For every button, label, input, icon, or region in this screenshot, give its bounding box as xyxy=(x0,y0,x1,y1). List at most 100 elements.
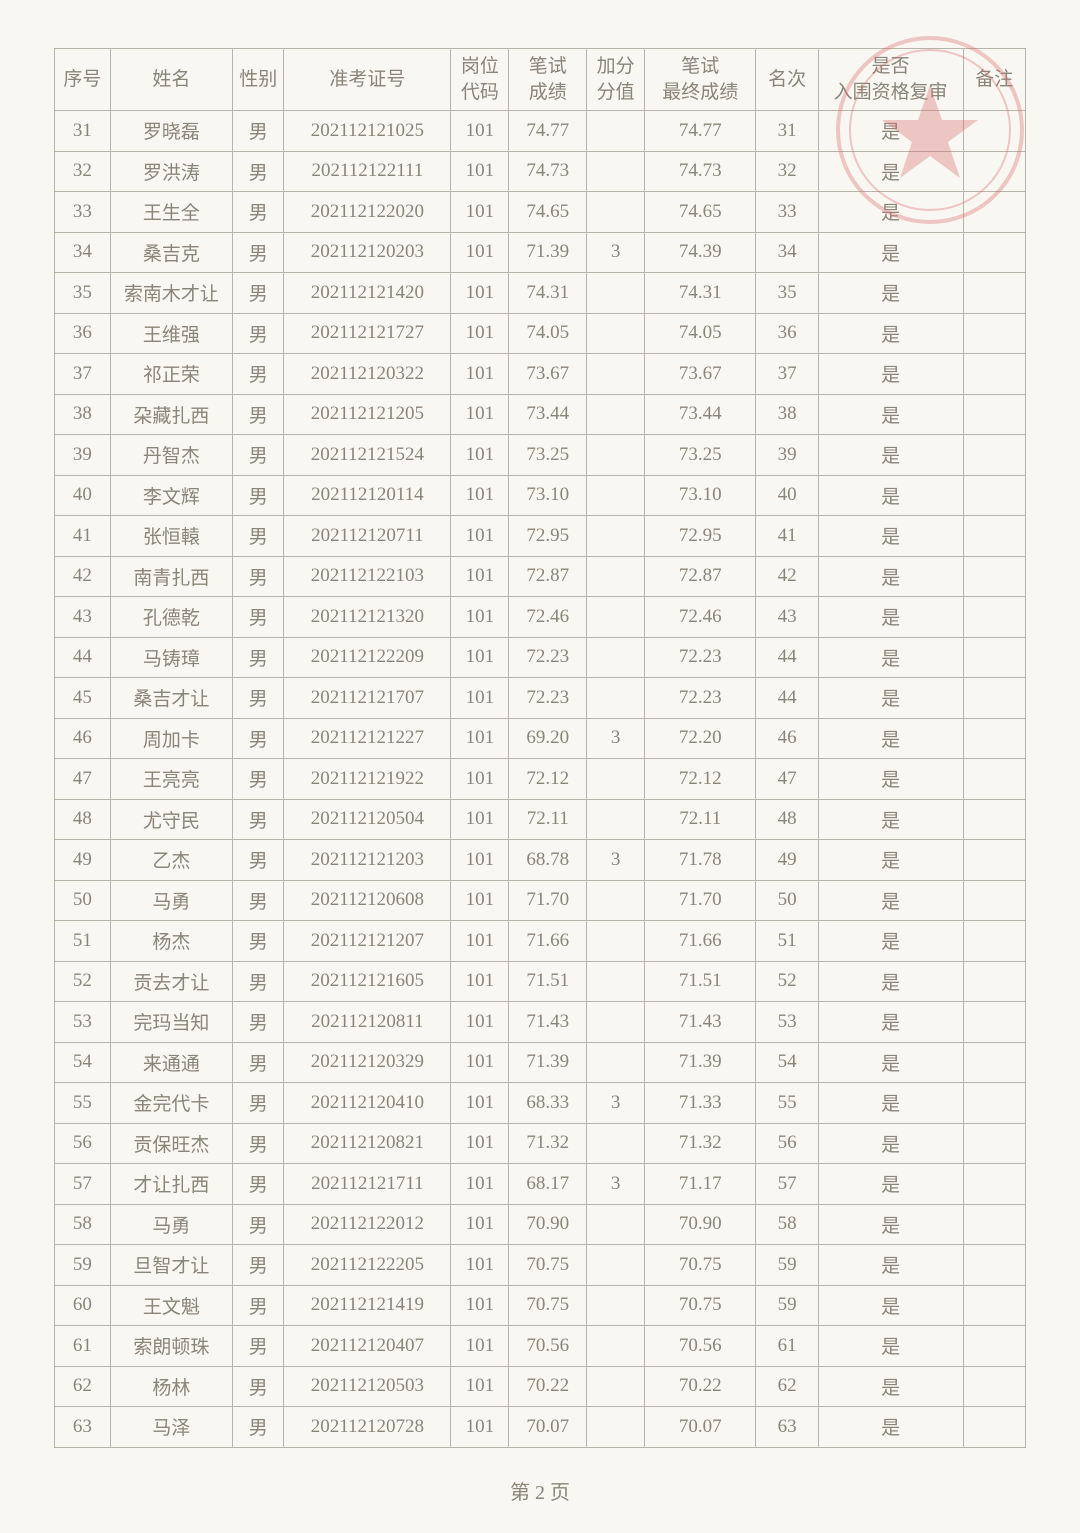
cell-id: 202112121605 xyxy=(284,961,451,1002)
col-post: 岗位代码 xyxy=(451,49,509,111)
table-row: 50马勇男20211212060810171.7071.7050是 xyxy=(55,880,1026,921)
cell-sex: 男 xyxy=(233,597,284,638)
cell-score: 70.90 xyxy=(509,1204,587,1245)
cell-seq: 41 xyxy=(55,516,111,557)
col-qual: 是否入围资格复审 xyxy=(818,49,963,111)
col-final: 笔试最终成绩 xyxy=(645,49,756,111)
cell-final: 72.20 xyxy=(645,718,756,759)
cell-rank: 63 xyxy=(756,1407,818,1448)
cell-rank: 46 xyxy=(756,718,818,759)
cell-id: 202112120504 xyxy=(284,799,451,840)
cell-note xyxy=(963,840,1025,881)
cell-seq: 38 xyxy=(55,394,111,435)
table-row: 36王维强男20211212172710174.0574.0536是 xyxy=(55,313,1026,354)
cell-rank: 40 xyxy=(756,475,818,516)
cell-bonus xyxy=(587,1285,645,1326)
table-row: 46周加卡男20211212122710169.20372.2046是 xyxy=(55,718,1026,759)
cell-name: 贡保旺杰 xyxy=(110,1123,232,1164)
cell-id: 202112121727 xyxy=(284,313,451,354)
cell-final: 72.95 xyxy=(645,516,756,557)
cell-post: 101 xyxy=(451,1083,509,1124)
cell-post: 101 xyxy=(451,516,509,557)
cell-final: 73.44 xyxy=(645,394,756,435)
cell-seq: 61 xyxy=(55,1326,111,1367)
cell-post: 101 xyxy=(451,394,509,435)
cell-id: 202112121711 xyxy=(284,1164,451,1205)
cell-post: 101 xyxy=(451,799,509,840)
table-head: 序号姓名性别准考证号岗位代码笔试成绩加分分值笔试最终成绩名次是否入围资格复审备注 xyxy=(55,49,1026,111)
cell-score: 72.23 xyxy=(509,678,587,719)
cell-seq: 34 xyxy=(55,232,111,273)
cell-note xyxy=(963,273,1025,314)
cell-sex: 男 xyxy=(233,151,284,192)
cell-seq: 51 xyxy=(55,921,111,962)
cell-bonus xyxy=(587,151,645,192)
cell-rank: 48 xyxy=(756,799,818,840)
cell-sex: 男 xyxy=(233,273,284,314)
cell-rank: 52 xyxy=(756,961,818,1002)
cell-seq: 37 xyxy=(55,354,111,395)
cell-rank: 47 xyxy=(756,759,818,800)
cell-rank: 42 xyxy=(756,556,818,597)
cell-score: 71.66 xyxy=(509,921,587,962)
table-row: 38朶藏扎西男20211212120510173.4473.4438是 xyxy=(55,394,1026,435)
cell-id: 202112122103 xyxy=(284,556,451,597)
cell-final: 70.75 xyxy=(645,1245,756,1286)
cell-id: 202112120711 xyxy=(284,516,451,557)
cell-post: 101 xyxy=(451,232,509,273)
cell-qual: 是 xyxy=(818,597,963,638)
cell-note xyxy=(963,880,1025,921)
cell-bonus xyxy=(587,678,645,719)
cell-final: 74.39 xyxy=(645,232,756,273)
cell-qual: 是 xyxy=(818,1366,963,1407)
table-row: 47王亮亮男20211212192210172.1272.1247是 xyxy=(55,759,1026,800)
cell-name: 才让扎西 xyxy=(110,1164,232,1205)
cell-rank: 34 xyxy=(756,232,818,273)
cell-bonus xyxy=(587,1366,645,1407)
cell-score: 72.46 xyxy=(509,597,587,638)
cell-final: 72.87 xyxy=(645,556,756,597)
cell-bonus xyxy=(587,1204,645,1245)
cell-name: 金完代卡 xyxy=(110,1083,232,1124)
cell-post: 101 xyxy=(451,111,509,152)
cell-post: 101 xyxy=(451,637,509,678)
cell-name: 孔德乾 xyxy=(110,597,232,638)
cell-qual: 是 xyxy=(818,1407,963,1448)
cell-score: 71.51 xyxy=(509,961,587,1002)
cell-sex: 男 xyxy=(233,313,284,354)
cell-post: 101 xyxy=(451,840,509,881)
cell-final: 71.66 xyxy=(645,921,756,962)
cell-final: 71.17 xyxy=(645,1164,756,1205)
table-row: 61索朗顿珠男20211212040710170.5670.5661是 xyxy=(55,1326,1026,1367)
cell-score: 68.33 xyxy=(509,1083,587,1124)
cell-seq: 54 xyxy=(55,1042,111,1083)
cell-sex: 男 xyxy=(233,192,284,233)
cell-qual: 是 xyxy=(818,111,963,152)
table-row: 43孔德乾男20211212132010172.4672.4643是 xyxy=(55,597,1026,638)
cell-final: 73.67 xyxy=(645,354,756,395)
cell-id: 202112120329 xyxy=(284,1042,451,1083)
cell-id: 202112121707 xyxy=(284,678,451,719)
cell-sex: 男 xyxy=(233,759,284,800)
cell-score: 69.20 xyxy=(509,718,587,759)
cell-seq: 49 xyxy=(55,840,111,881)
cell-post: 101 xyxy=(451,678,509,719)
cell-name: 王亮亮 xyxy=(110,759,232,800)
cell-sex: 男 xyxy=(233,1204,284,1245)
cell-qual: 是 xyxy=(818,556,963,597)
cell-score: 71.39 xyxy=(509,1042,587,1083)
cell-final: 71.39 xyxy=(645,1042,756,1083)
header-row: 序号姓名性别准考证号岗位代码笔试成绩加分分值笔试最终成绩名次是否入围资格复审备注 xyxy=(55,49,1026,111)
cell-qual: 是 xyxy=(818,678,963,719)
cell-score: 71.32 xyxy=(509,1123,587,1164)
cell-note xyxy=(963,759,1025,800)
cell-qual: 是 xyxy=(818,799,963,840)
cell-note xyxy=(963,435,1025,476)
cell-sex: 男 xyxy=(233,799,284,840)
cell-id: 202112120728 xyxy=(284,1407,451,1448)
cell-id: 202112120608 xyxy=(284,880,451,921)
cell-seq: 59 xyxy=(55,1245,111,1286)
cell-rank: 58 xyxy=(756,1204,818,1245)
cell-note xyxy=(963,1123,1025,1164)
cell-score: 73.25 xyxy=(509,435,587,476)
